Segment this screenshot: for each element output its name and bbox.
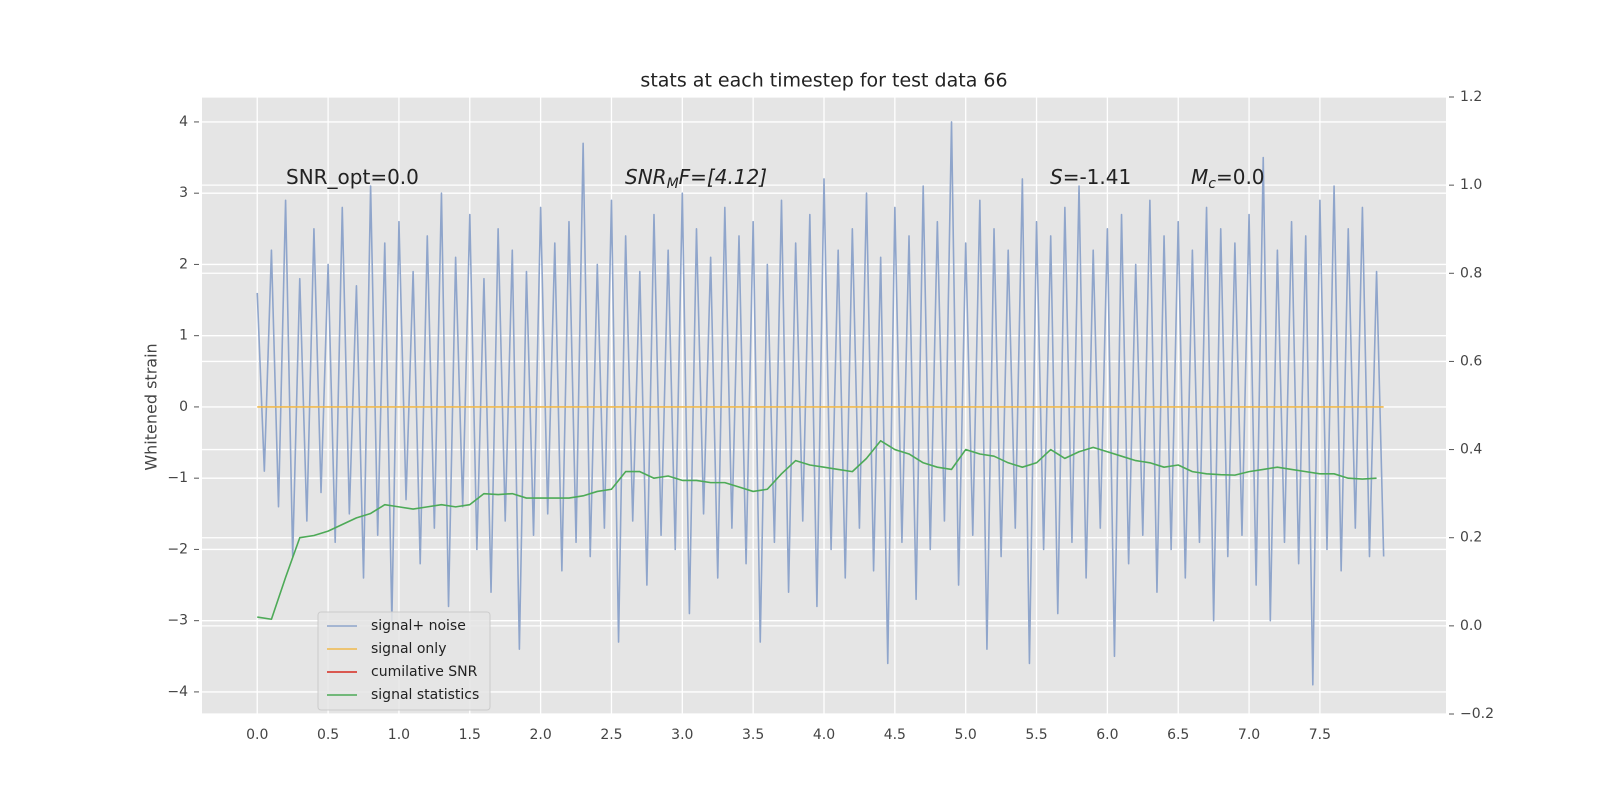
marks xyxy=(256,121,1385,686)
y2-tick-label: 0.8 xyxy=(1460,265,1482,281)
x-tick-label: 1.5 xyxy=(459,727,481,743)
legend-label: cumilative SNR xyxy=(371,664,478,680)
y2-tick-label: 0.0 xyxy=(1460,618,1482,634)
x-tick-label: 0.0 xyxy=(246,727,268,743)
annotation-part: F=[4.12] xyxy=(679,165,767,189)
x-tick-label: 4.5 xyxy=(884,727,906,743)
annotation: Mc=0.0 xyxy=(1191,165,1265,193)
chart-title: stats at each timestep for test data 66 xyxy=(640,70,1007,92)
annotation-part: SNR xyxy=(625,165,667,189)
annotation-part: c xyxy=(1208,176,1216,192)
y2-tick-label: 0.6 xyxy=(1460,353,1482,369)
y2-tick-label: −0.2 xyxy=(1460,706,1494,722)
y2-tick-label: 0.4 xyxy=(1460,442,1482,458)
y2-tick-label: 1.2 xyxy=(1460,89,1482,105)
annotation: SNR_opt=0.0 xyxy=(286,165,419,189)
y-tick-label: −3 xyxy=(167,613,188,629)
x-tick-label: 6.5 xyxy=(1167,727,1189,743)
y-tick-label: 2 xyxy=(179,256,188,272)
y-tick-label: −1 xyxy=(167,470,188,486)
x-tick-label: 1.0 xyxy=(388,727,410,743)
annotation-part: M xyxy=(667,176,679,192)
x-tick-label: 0.5 xyxy=(317,727,339,743)
y-tick-label: 0 xyxy=(179,399,188,415)
series-line xyxy=(257,439,1377,621)
x-tick-label: 5.0 xyxy=(955,727,977,743)
y-axis-label: Whitened strain xyxy=(142,343,161,470)
series-line xyxy=(256,121,1385,686)
y-tick-label: 4 xyxy=(179,114,188,130)
grid: 0.0 0.5 1.0 1.5 2.0 2.5 3.0 3.5 4.0 4.5 5.0 5.5 6.0 6… xyxy=(167,89,1494,743)
legend-box xyxy=(317,611,491,711)
annotation-part: S xyxy=(1050,165,1063,189)
annotation-part: M xyxy=(1191,165,1208,189)
annotation-part: =0.0 xyxy=(1216,165,1265,189)
x-tick-label: 5.5 xyxy=(1025,727,1047,743)
x-tick-label: 2.5 xyxy=(600,727,622,743)
y2-tick-label: 0.2 xyxy=(1460,530,1482,546)
annotation-part: SNR_opt=0.0 xyxy=(286,165,419,189)
annotation: S=-1.41 xyxy=(1050,165,1131,189)
legend-label: signal only xyxy=(371,641,446,657)
annotations: SNR_opt=0.0 SNRMF=[4.12] S=-1.41 Mc=0.0 xyxy=(286,165,1265,193)
y-tick-label: −4 xyxy=(167,684,188,700)
y-tick-label: −2 xyxy=(167,541,188,557)
x-tick-label: 7.0 xyxy=(1238,727,1260,743)
x-tick-label: 3.5 xyxy=(742,727,764,743)
y2-tick-label: 1.0 xyxy=(1460,177,1482,193)
x-tick-label: 6.0 xyxy=(1096,727,1118,743)
annotation: SNRMF=[4.12] xyxy=(625,165,767,193)
x-tick-label: 7.5 xyxy=(1309,727,1331,743)
x-tick-label: 2.0 xyxy=(529,727,551,743)
y-tick-label: 1 xyxy=(179,328,188,344)
annotation-part: =-1.41 xyxy=(1063,165,1132,189)
x-tick-label: 4.0 xyxy=(813,727,835,743)
legend-label: signal+ noise xyxy=(371,618,466,634)
legend: signal+ noise signal only cumilative SNR si… xyxy=(317,611,491,711)
y-tick-label: 3 xyxy=(179,185,188,201)
x-tick-label: 3.0 xyxy=(671,727,693,743)
legend-label: signal statistics xyxy=(371,687,479,703)
